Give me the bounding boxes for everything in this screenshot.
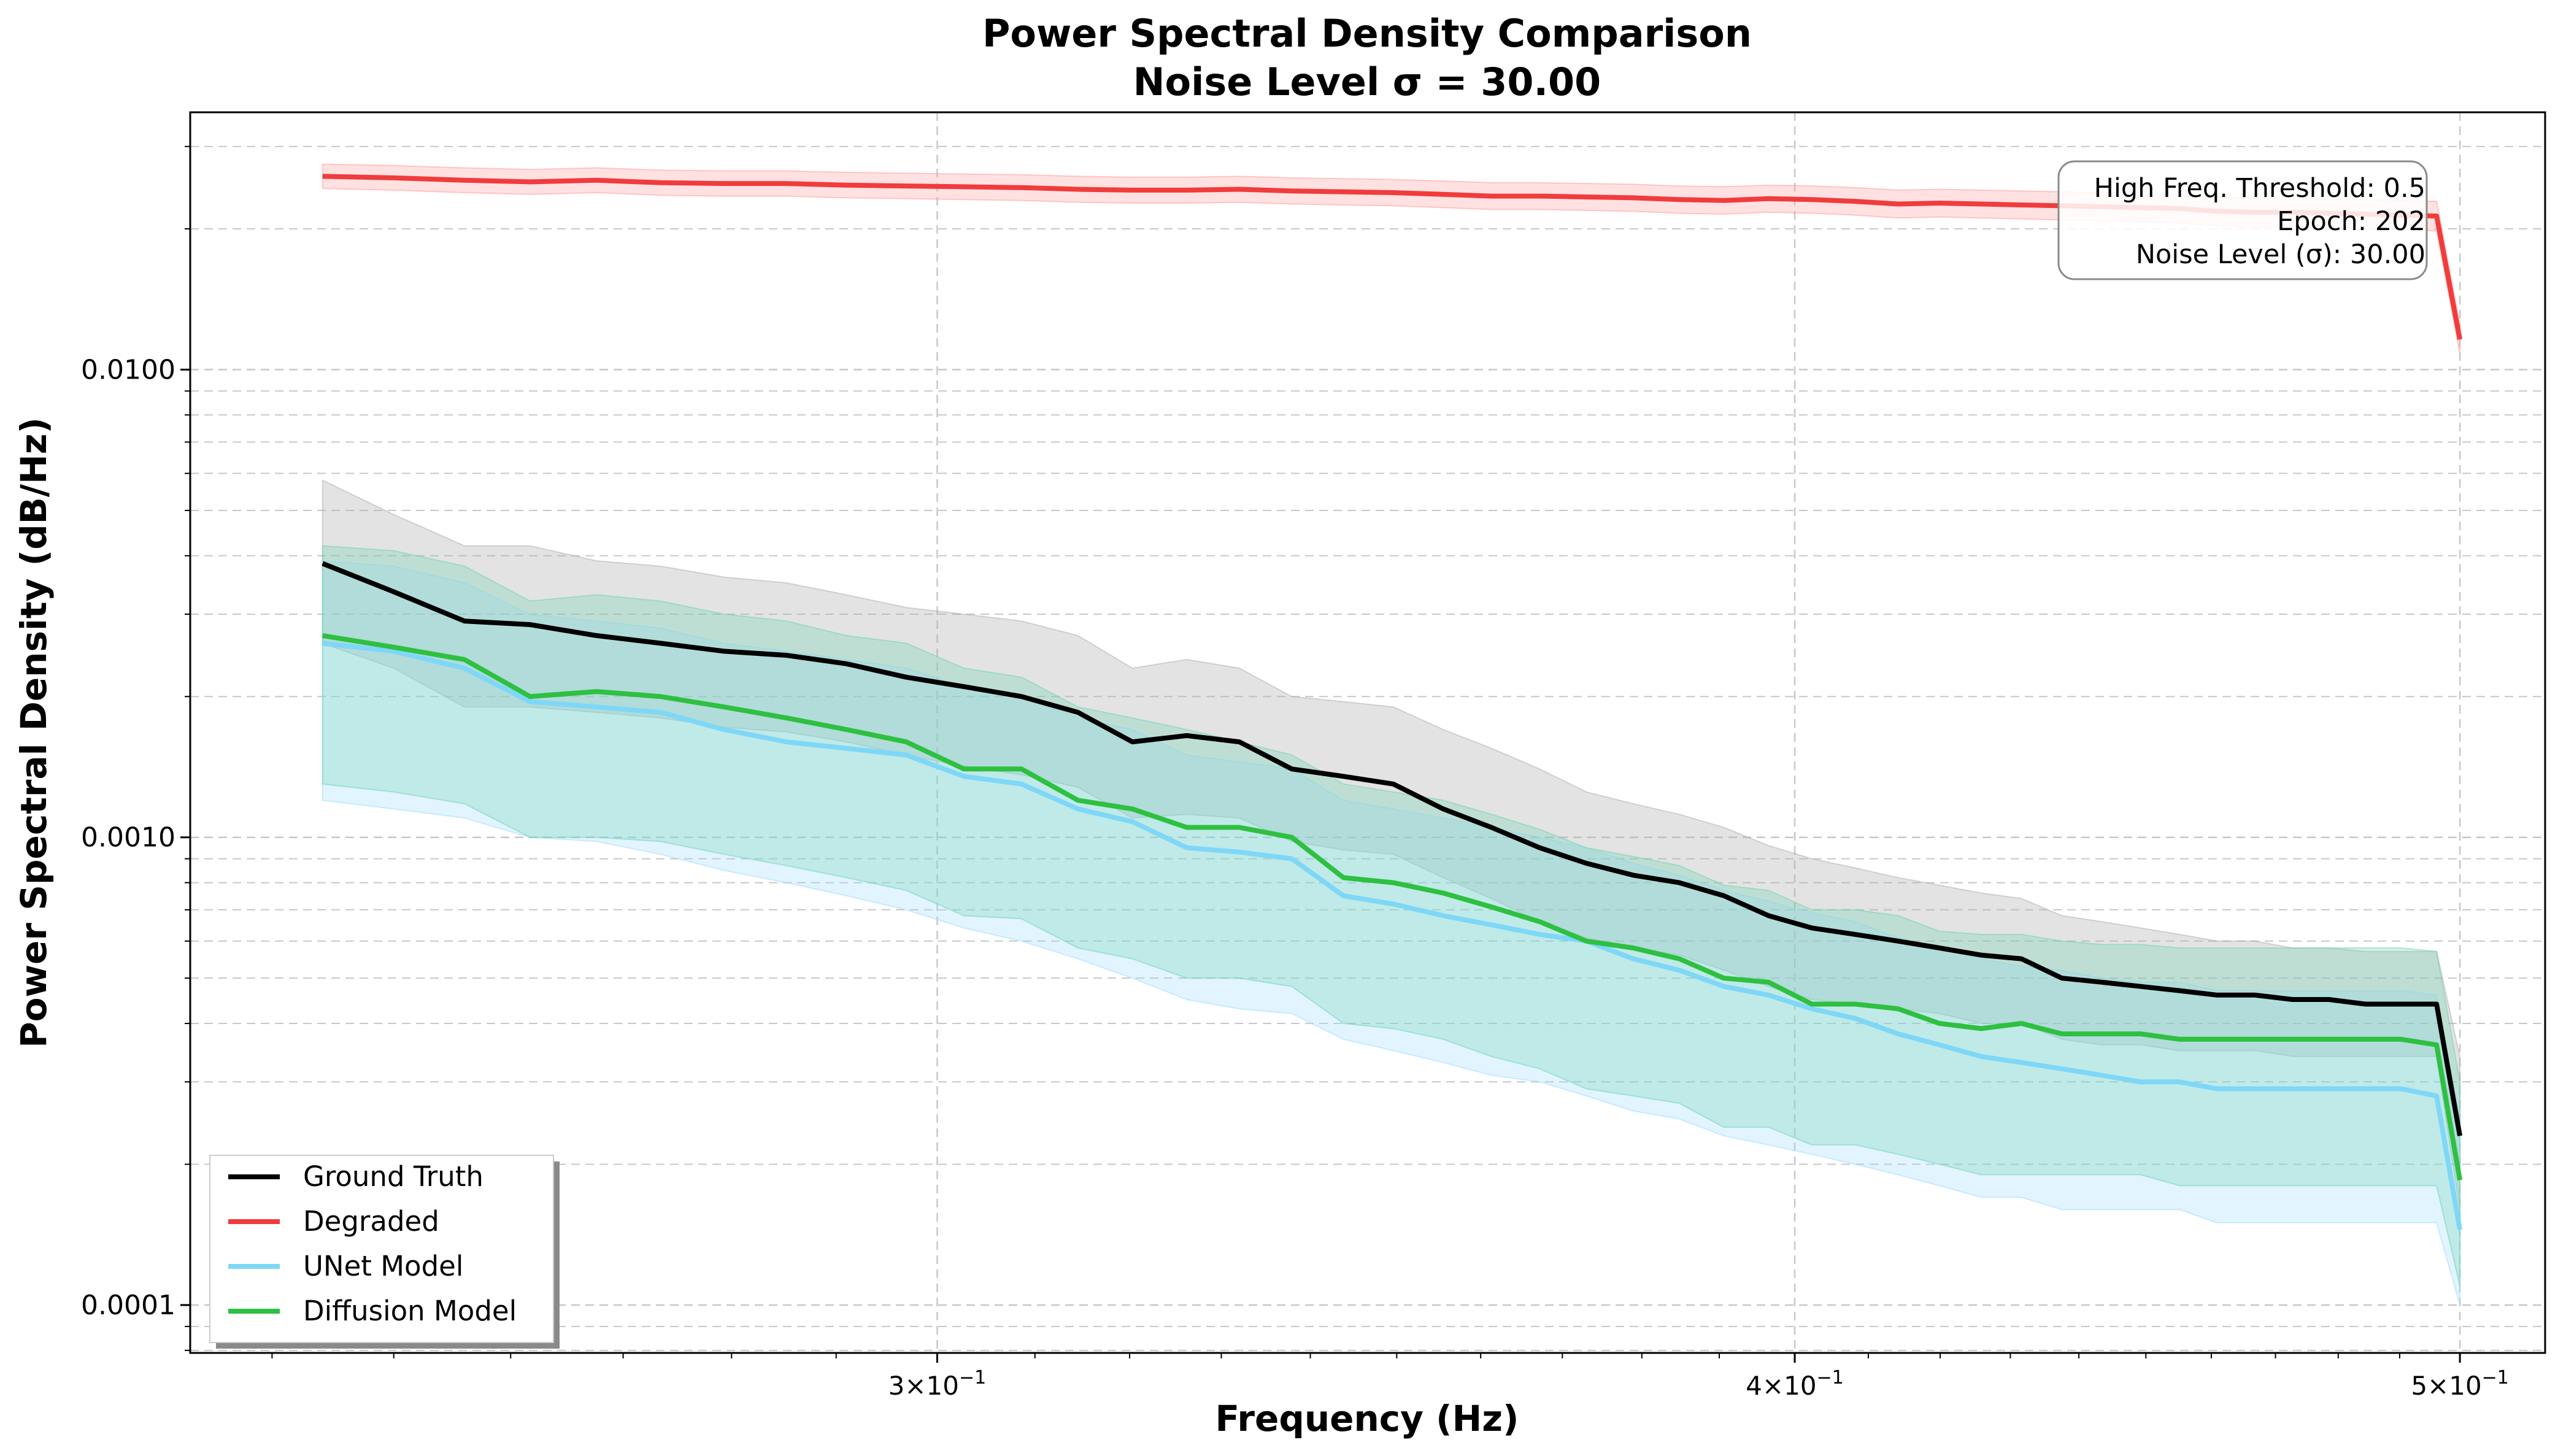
info-high-freq-threshold: High Freq. Threshold: 0.5 [2094,173,2425,204]
legend-label: UNet Model [303,1250,463,1282]
x-axis-label: Frequency (Hz) [1215,1398,1519,1439]
plot-frame [189,111,2546,1354]
y-tick-label: 0.0010 [81,822,175,853]
info-epoch: Epoch: 202 [2277,206,2425,237]
legend: Ground Truth Degraded UNet Model Diffusion … [209,1155,560,1349]
band-degraded [322,163,2461,355]
legend-label: Ground Truth [303,1160,483,1193]
band-unet-model [322,560,2461,1306]
legend-label: Degraded [303,1205,439,1238]
info-box-frame [2057,160,2428,280]
x-tick-label: 5×10−1 [2411,1367,2509,1401]
y-axis-label: Power Spectral Density (dB/Hz) [13,417,55,1048]
y-tick-label: 0.0001 [81,1290,175,1321]
chart-title-line1: Power Spectral Density Comparison [982,11,1752,56]
info-box: High Freq. Threshold: 0.5 Epoch: 202 Noi… [2057,160,2428,280]
x-tick-label: 4×10−1 [1746,1367,1844,1401]
info-noise-level: Noise Level (σ): 30.00 [2136,239,2425,270]
x-axis-ticks: 3×10−1 4×10−1 5×10−1 [271,1353,2509,1401]
legend-label: Diffusion Model [303,1295,517,1327]
legend-items: Ground Truth Degraded UNet Model Diffusion … [228,1160,517,1327]
x-tick-label: 3×10−1 [888,1367,987,1401]
line-diffusion-model [322,633,2463,1181]
y-axis-ticks: 0.0100 0.0010 0.0001 [81,145,190,1351]
chart-title-line2: Noise Level σ = 30.00 [1133,60,1601,104]
y-tick-label: 0.0100 [81,354,175,385]
line-ground-truth [322,561,2463,1136]
